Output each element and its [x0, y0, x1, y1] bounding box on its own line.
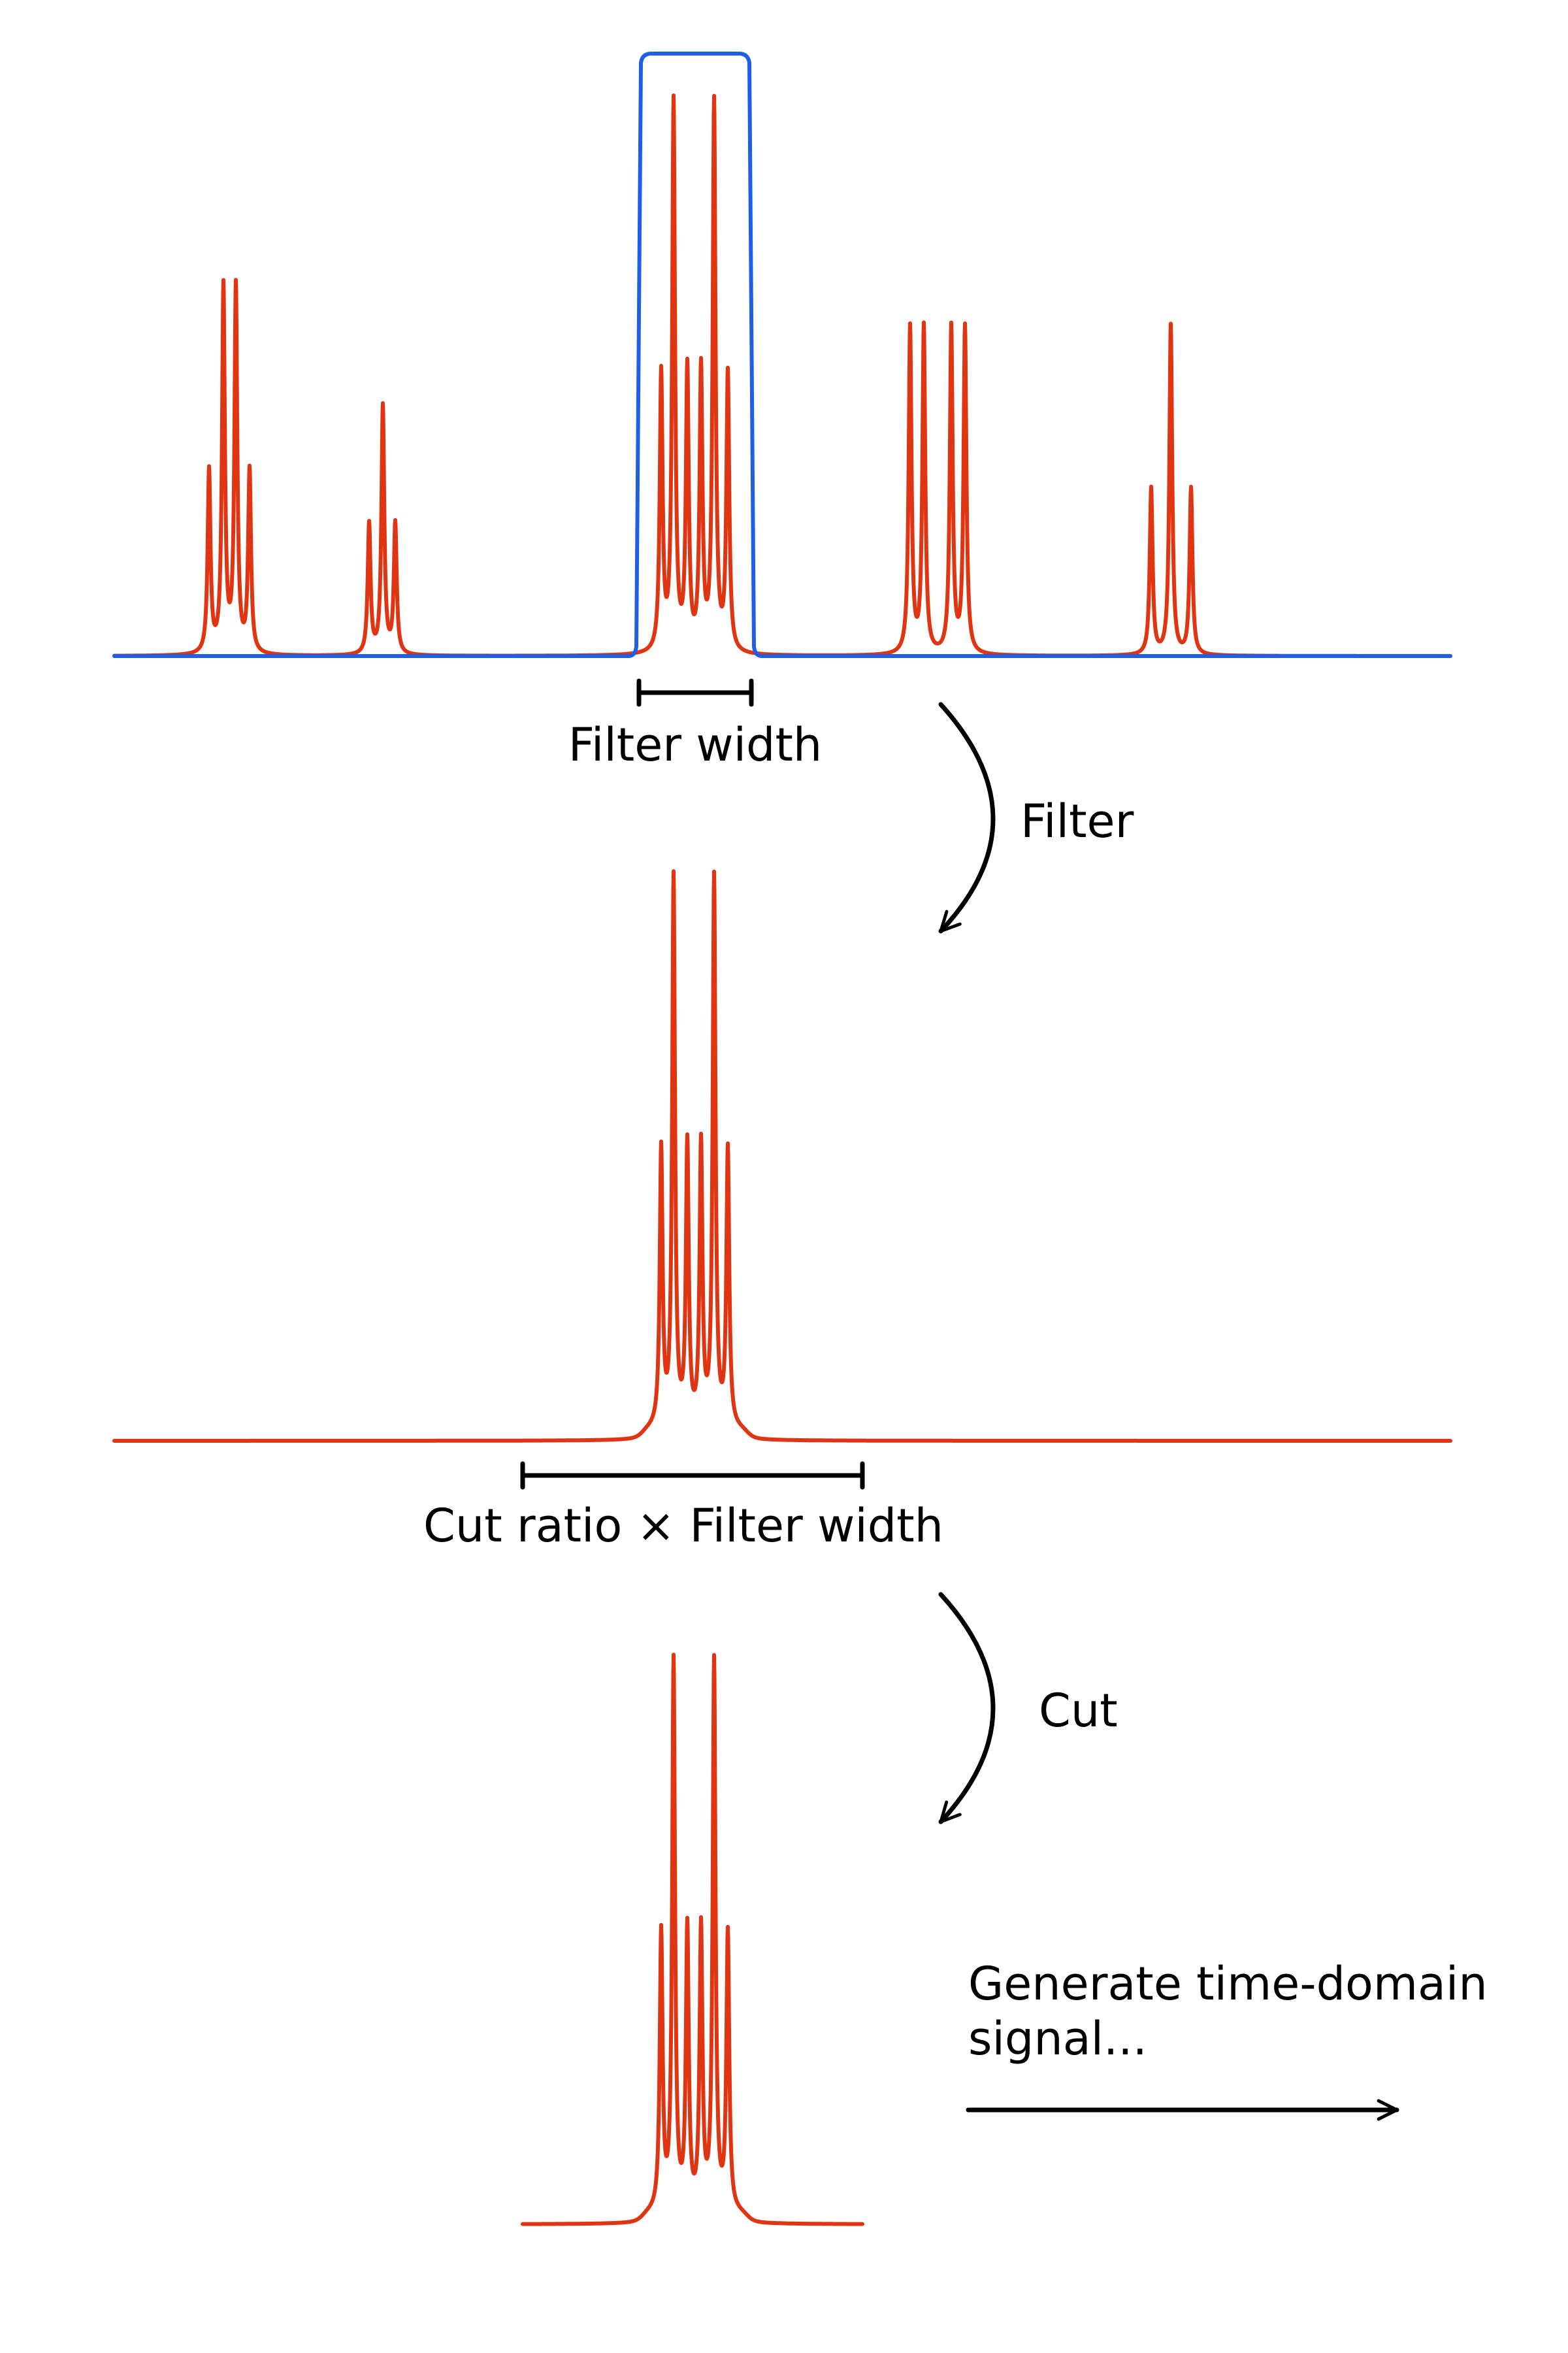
filter-step-label: Filter: [1021, 795, 1134, 848]
filter-window-trace: [112, 52, 1452, 658]
full-spectrum-panel: [112, 52, 1452, 658]
full-spectrum-trace: [112, 93, 1452, 658]
generate-step-label-line2: signal...: [968, 2012, 1147, 2065]
cut-step-arrow: [938, 1592, 996, 1824]
generate-step-label-line1: Generate time-domain: [968, 1957, 1488, 2011]
cut-width-label: Cut ratio × Filter width: [423, 1499, 943, 1553]
cut-spectrum-trace: [521, 1653, 864, 2226]
filtered-spectrum-trace: [112, 869, 1452, 1443]
cut-step-label: Cut: [1039, 1684, 1118, 1737]
cut-width-bracket: [520, 1461, 865, 1490]
filter-width-label: Filter width: [568, 718, 823, 772]
filter-width-bracket: [636, 678, 754, 707]
filter-step-arrow: [938, 702, 996, 934]
